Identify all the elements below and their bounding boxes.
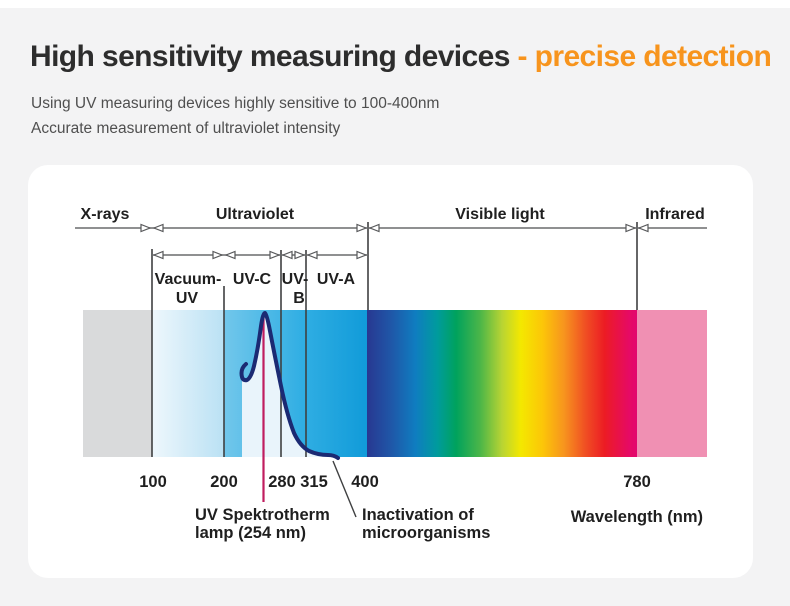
arrow-right-280nm-icon <box>269 250 281 260</box>
uvb-label-line1: UV- <box>282 271 309 288</box>
tick-200: 200 <box>210 473 238 491</box>
inactivation-leader-line <box>332 460 357 518</box>
uvb-label-line2: B <box>293 290 305 307</box>
arrow-left-200nm-icon <box>224 250 236 260</box>
page-title-accent: - precise detection <box>509 40 772 73</box>
visible-light-band <box>367 310 637 457</box>
arrow-left-780nm-icon <box>637 223 649 233</box>
tick-280: 280 <box>268 473 296 491</box>
tick-100: 100 <box>139 473 167 491</box>
page-title: High sensitivity measuring devices - pre… <box>30 40 772 74</box>
spectrum-diagram-card: X-rays Ultraviolet Visible light Infrare… <box>28 165 753 578</box>
spectrum-diagram: X-rays Ultraviolet Visible light Infrare… <box>75 206 707 542</box>
vacuum-uv-band <box>152 310 224 457</box>
arrow-right-400nm-icon <box>356 223 368 233</box>
arrow-right-315nm-icon <box>294 250 306 260</box>
page-header: High sensitivity measuring devices - pre… <box>30 40 772 74</box>
boundary-lines <box>151 222 638 457</box>
lamp-emission-curve <box>239 311 340 460</box>
arrow-right-780nm-icon <box>625 223 637 233</box>
xrays-label: X-rays <box>81 206 130 223</box>
xray-band <box>83 310 152 457</box>
infrared-band <box>637 310 707 457</box>
inactivation-annotation-line2: microorganisms <box>362 524 490 542</box>
subtitle-line-2: Accurate measurement of ultraviolet inte… <box>31 120 341 137</box>
tick-780: 780 <box>623 473 651 491</box>
main-axis-arrowheads <box>140 223 649 233</box>
arrow-right-100nm-icon <box>140 223 152 233</box>
arrow-left-vacuum-icon <box>152 250 164 260</box>
infrared-label: Infrared <box>645 206 705 223</box>
ultraviolet-label: Ultraviolet <box>216 206 295 223</box>
lamp-emission-curve-fill <box>241 313 337 457</box>
uv-sub-axis-arrowheads <box>152 250 368 260</box>
arrow-left-400nm-icon <box>368 223 380 233</box>
arrow-right-200nm-icon <box>212 250 224 260</box>
inactivation-annotation-line1: Inactivation of <box>362 506 474 524</box>
uva-label: UV-A <box>317 271 356 288</box>
uv-sub-axis <box>152 250 368 260</box>
page-title-main: High sensitivity measuring devices <box>30 40 510 73</box>
arrow-left-315nm-icon <box>306 250 318 260</box>
tick-315: 315 <box>300 473 328 491</box>
tick-400: 400 <box>351 473 379 491</box>
visible-light-label: Visible light <box>455 206 545 223</box>
arrow-left-100nm-icon <box>152 223 164 233</box>
arrow-right-uva-icon <box>356 250 368 260</box>
uvc-label: UV-C <box>233 271 272 288</box>
spectrum-bar <box>83 310 707 457</box>
arrow-left-280nm-icon <box>281 250 293 260</box>
subtitle-line-1: Using UV measuring devices highly sensit… <box>31 95 440 112</box>
lamp-annotation-line1: UV Spektrotherm <box>195 506 330 524</box>
vacuum-uv-label-line1: Vacuum- <box>155 271 222 288</box>
top-white-strip <box>0 0 790 8</box>
vacuum-uv-label-line2: UV <box>176 290 199 307</box>
wavelength-axis-label: Wavelength (nm) <box>571 508 703 526</box>
main-axis <box>75 223 707 233</box>
lamp-annotation-line2: lamp (254 nm) <box>195 524 306 542</box>
